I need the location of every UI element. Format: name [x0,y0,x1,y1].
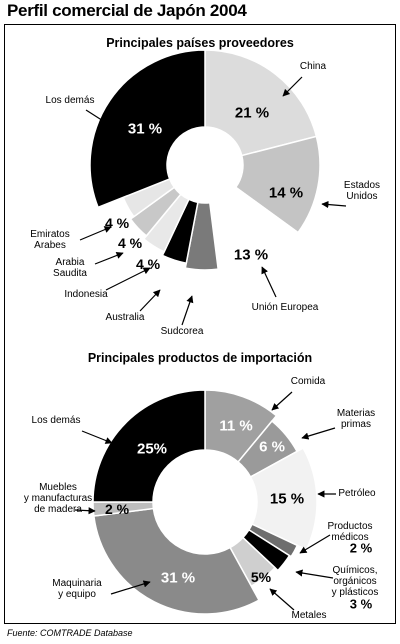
chart-1-value-indonesia: 4 % [136,256,161,272]
chart-2-label-muebles-y-manufacturas-de-madera: Muebles y manufacturas de madera [24,482,92,515]
chart-1-value-australia: 4 % [159,267,184,283]
chart-1-arrow-indonesia [105,267,151,291]
chart-1-label-estados-unidos: Estados Unidos [344,180,380,202]
chart-1-label-australia: Australia [106,312,145,323]
chart-2-arrow-maquinaria-y-equipo [110,580,151,595]
chart-2-label-petroleo: Petróleo [338,488,376,499]
chart-2-arrow-muebles-y-manufacturas-de-madera [74,507,96,515]
chart-2-value-comida: 11 % [219,417,252,434]
chart-2-arrow-metales [269,588,295,611]
chart-1-value-union-europea: 13 % [234,246,268,263]
chart-2-label-maquinaria-y-equipo: Maquinaria y equipo [52,578,102,600]
chart-1-arrow-sudcorea [181,295,194,326]
chart-2-arrow-materias-primas [301,427,336,440]
chart-1-value-china: 21 % [235,104,269,121]
chart-frame [4,24,396,624]
chart-2-arrow-los-demas [81,430,113,444]
chart-2-label-comida: Comida [291,376,326,387]
chart-2-value-quimicos-organicos-y-plasticos: 3 % [350,597,373,612]
chart-2-value-materias-primas: 6 % [259,438,285,455]
chart-2-center-hole [153,450,257,554]
chart-2-label-productos-medicos: Productos médicos [327,521,372,543]
chart-2-arrow-quimicos-organicos-y-plasticos [295,569,334,579]
chart-1-value-los-demas: 31 % [128,120,162,137]
chart-1-arrow-arabia-saudita [94,252,124,265]
chart-1-label-sudcorea: Sudcorea [161,326,204,337]
chart-1-arrow-union-europea [261,266,277,298]
chart-2-value-los-demas: 25% [137,440,167,457]
chart-2-arrow-comida [271,391,293,411]
chart-1-arrow-estados-unidos [321,200,347,209]
page-title: Perfil comercial de Japón 2004 [7,1,247,20]
source-note: Fuente: COMTRADE Database [7,628,133,638]
chart-1-arrow-china [282,76,303,97]
chart-1-label-china: China [300,61,327,72]
chart-1-label-los-demas: Los demás [46,95,95,106]
chart-2-value-petroleo: 15 % [270,490,304,507]
chart-2-value-muebles-y-manufacturas-de-madera: 2 % [105,501,130,517]
chart-2-value-maquinaria-y-equipo: 31 % [161,569,195,586]
chart-1-value-arabia-saudita: 4 % [118,235,143,251]
chart-1-center-hole [167,127,243,203]
chart-1-arrow-australia [139,289,161,312]
chart-1-label-arabia-saudita: Arabia Saudita [53,257,87,279]
chart-1-slice-union-europea [208,186,300,280]
chart-1-label-emiratos-arabes: Emiratos Arabes [30,229,69,251]
chart-2-label-metales: Metales [291,610,326,621]
chart-1-title: Principales países proveedores [106,36,294,50]
chart-1-arrow-emiratos-arabes [79,226,112,241]
chart-2-label-materias-primas: Materias primas [337,408,375,430]
chart-2-label-quimicos-organicos-y-plasticos: Químicos, orgánicos y plásticos [332,565,379,598]
chart-1-value-estados-unidos: 14 % [269,184,303,201]
chart-1-value-sudcorea: 5 % [187,276,212,292]
chart-1-arrow-los-demas [85,109,112,127]
chart-2-title: Principales productos de importación [87,351,313,365]
chart-2-value-metales: 5% [251,569,272,585]
chart-2-label-los-demas: Los demás [32,415,81,426]
chart-2-arrow-productos-medicos [299,534,331,554]
chart-1-label-union-europea: Unión Europea [252,302,319,313]
chart-1-label-indonesia: Indonesia [64,289,108,300]
chart-2-value-productos-medicos: 2 % [350,541,373,556]
